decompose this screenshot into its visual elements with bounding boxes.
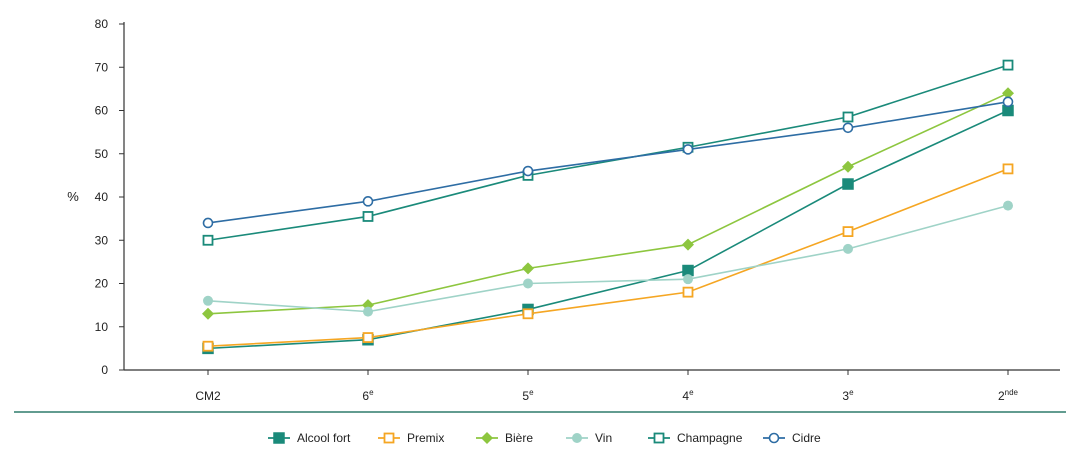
data-point-vin [523, 278, 533, 289]
data-point-alcool-fort [682, 264, 694, 277]
legend-swatch-marker [572, 433, 582, 443]
y-axis-label: % [67, 189, 79, 204]
x-tick-label: CM2 [195, 389, 221, 403]
series-line-biere [207, 92, 1009, 315]
y-tick-label: 20 [95, 277, 109, 291]
series-line-cidre [207, 101, 1009, 224]
legend-label: Champagne [677, 431, 743, 445]
series-line-premix [207, 168, 1009, 348]
data-point-champagne [202, 234, 214, 246]
y-tick-label: 0 [101, 363, 108, 377]
legend-label: Cidre [792, 431, 821, 445]
data-point-champagne [362, 211, 374, 222]
legend: Alcool fort Premix Bière Vin Champagne Cidre [14, 411, 1066, 445]
data-point-premix [202, 340, 214, 352]
data-point-cidre [362, 196, 374, 207]
data-point-alcool-fort [842, 178, 854, 190]
legend-swatch-marker [653, 432, 665, 444]
data-point-biere [1002, 87, 1014, 100]
x-tick-label: 6e [362, 388, 374, 403]
y-tick-label: 40 [95, 190, 109, 204]
data-point-champagne [842, 111, 854, 123]
data-point-vin [683, 274, 693, 285]
series-champagne [202, 59, 1014, 246]
series-alcool-fort [202, 104, 1014, 355]
data-point-biere [682, 238, 694, 251]
legend-swatch-marker [481, 432, 493, 444]
data-point-premix [1002, 163, 1014, 175]
data-point-premix [682, 286, 694, 298]
series-vin [203, 200, 1013, 317]
data-point-vin [363, 306, 373, 317]
series-biere [202, 87, 1014, 320]
legend-label: Vin [595, 431, 612, 445]
legend-swatch-marker [383, 432, 395, 444]
data-point-cidre [682, 144, 694, 155]
data-point-biere [522, 262, 534, 275]
data-point-premix [362, 332, 374, 343]
data-point-premix [522, 308, 534, 320]
data-point-cidre [522, 165, 534, 177]
axes: 0 10 20 30 40 50 60 70 80% CM2 6e 5e 4e 3e 2nde [67, 17, 1060, 403]
legend-item-biere: Bière [476, 431, 533, 445]
y-tick-label: 10 [95, 320, 109, 334]
series-line-champagne [207, 64, 1009, 242]
data-point-vin [1003, 200, 1013, 211]
series-cidre [202, 96, 1014, 229]
series-line-vin [207, 204, 1009, 313]
y-tick-label: 60 [95, 104, 109, 118]
y-tick-label: 50 [95, 147, 109, 161]
data-point-cidre [1002, 96, 1014, 108]
legend-label: Bière [505, 431, 533, 445]
legend-swatch-marker [273, 432, 285, 444]
data-point-premix [842, 226, 854, 238]
data-point-biere [202, 307, 214, 320]
data-point-vin [203, 295, 213, 306]
y-tick-label: 80 [95, 17, 109, 31]
y-tick-label: 30 [95, 233, 109, 247]
legend-item-cidre: Cidre [763, 431, 821, 445]
data-point-champagne [1002, 59, 1014, 71]
series-layer [202, 59, 1014, 355]
x-tick-label: 5e [522, 388, 534, 403]
legend-item-alcool-fort: Alcool fort [268, 431, 351, 445]
y-tick-label: 70 [95, 60, 109, 74]
series-line-alcool-fort [207, 109, 1009, 350]
legend-swatch-marker [768, 432, 780, 444]
data-point-vin [843, 243, 853, 254]
series-premix [202, 163, 1014, 352]
x-tick-label: 2nde [998, 388, 1019, 403]
x-tick-label: 3e [842, 388, 854, 403]
legend-item-premix: Premix [378, 431, 444, 445]
data-point-biere [842, 160, 854, 173]
legend-item-champagne: Champagne [648, 431, 743, 445]
legend-label: Premix [407, 431, 444, 445]
legend-item-vin: Vin [566, 431, 612, 445]
data-point-cidre [202, 217, 214, 229]
legend-label: Alcool fort [297, 431, 351, 445]
x-tick-label: 4e [682, 388, 694, 403]
data-point-cidre [842, 122, 854, 134]
